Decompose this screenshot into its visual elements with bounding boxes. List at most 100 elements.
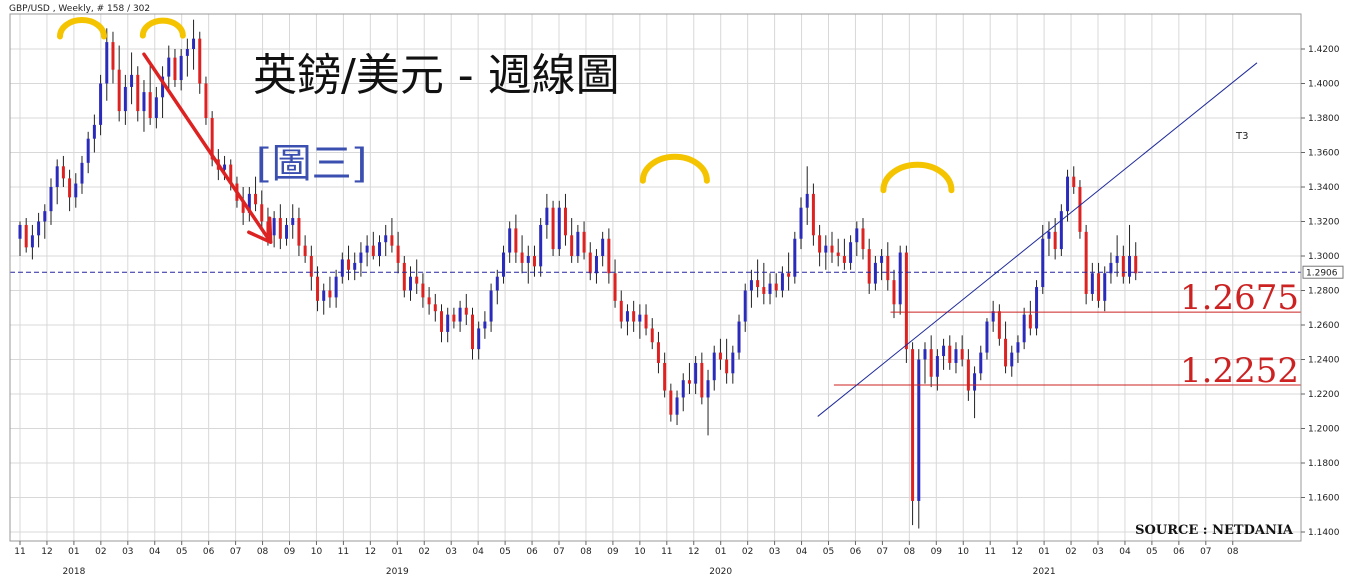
x-month-label: 03: [1092, 547, 1103, 557]
bear-candle: [204, 76, 208, 125]
x-month-label: 10: [958, 547, 970, 557]
candle-body: [241, 200, 245, 213]
candle-body: [74, 183, 78, 198]
bull-candle: [501, 245, 505, 284]
x-month-label: 11: [338, 547, 349, 557]
candle-body: [68, 178, 72, 198]
candle-body: [1128, 256, 1132, 277]
candle-body: [154, 97, 158, 118]
bull-candle: [942, 338, 946, 370]
plot-frame: [9, 13, 1302, 542]
candle-body: [1109, 262, 1113, 274]
candle-body: [985, 321, 989, 353]
bear-candle: [402, 256, 406, 298]
bull-candle: [285, 218, 289, 246]
x-month-label: 03: [769, 547, 780, 557]
bull-candle: [74, 173, 78, 208]
bear-candle: [61, 155, 65, 187]
y-tick-label: 1.4200: [1308, 45, 1340, 55]
candle-body: [142, 92, 146, 112]
bull-candle: [353, 252, 357, 281]
bull-candle: [526, 245, 530, 284]
candle-body: [495, 276, 499, 291]
x-month-label: 03: [122, 547, 133, 557]
candle-body: [873, 262, 877, 284]
candle-body: [1041, 238, 1045, 288]
bull-candle: [1103, 266, 1107, 312]
x-month-label: 11: [14, 547, 25, 557]
candle-body: [731, 352, 735, 374]
bull-candle: [192, 19, 196, 70]
x-month-label: 02: [742, 547, 753, 557]
candle-body: [694, 362, 698, 384]
candle-body: [774, 283, 778, 291]
candle-body: [638, 314, 642, 322]
x-month-label: 07: [230, 547, 241, 557]
bull-candle: [625, 304, 629, 336]
candle-body: [607, 238, 611, 274]
bear-candle: [687, 362, 691, 394]
candle-body: [911, 349, 915, 501]
bull-candle: [824, 235, 828, 270]
bear-candle: [117, 45, 121, 122]
candle-body: [285, 224, 289, 239]
bull-candle: [917, 349, 921, 529]
x-month-label: 08: [257, 547, 269, 557]
candle-body: [725, 359, 729, 374]
bull-candle: [601, 231, 605, 267]
y-tick-label: 1.2200: [1308, 390, 1340, 400]
candle-body: [508, 228, 512, 253]
bull-candle: [167, 45, 171, 91]
x-month-label: 10: [311, 547, 323, 557]
bear-candle: [669, 383, 673, 422]
candle-body: [551, 207, 555, 250]
candle-body: [904, 252, 908, 350]
bear-candle: [1134, 242, 1138, 281]
candle-body: [966, 359, 970, 391]
bull-candle: [340, 252, 344, 284]
candle-body: [198, 38, 202, 84]
bull-candle: [675, 390, 679, 426]
candle-body: [18, 224, 22, 239]
bull-candle: [378, 235, 382, 267]
bear-candle: [663, 352, 667, 398]
y-tick-label: 1.3000: [1308, 252, 1340, 262]
bear-candle: [427, 287, 431, 315]
candle-body: [563, 207, 567, 236]
bull-candle: [880, 249, 884, 281]
support-level-label: 1.2252: [1180, 351, 1299, 391]
candle-body: [929, 349, 933, 377]
candle-body: [309, 256, 313, 277]
candle-body: [185, 49, 189, 56]
candle-body: [105, 42, 109, 84]
candle-body: [409, 276, 413, 291]
candle-body: [204, 83, 208, 118]
x-month-label: 03: [445, 547, 456, 557]
current-price-tag: [1302, 265, 1344, 279]
candle-body: [594, 256, 598, 274]
bull-candle: [539, 218, 543, 277]
top-marker-arc: [880, 161, 955, 194]
x-month-label: 07: [553, 547, 564, 557]
bear-candle: [278, 204, 282, 250]
candle-body: [619, 300, 623, 322]
candle-body: [526, 256, 530, 263]
candle-body: [489, 290, 493, 322]
bear-candle: [1072, 166, 1076, 194]
x-month-label: 06: [203, 547, 215, 557]
bear-candle: [718, 338, 722, 370]
y-tick-label: 1.1600: [1308, 494, 1340, 504]
candle-body: [384, 235, 388, 243]
candle-body: [935, 356, 939, 377]
x-month-label: 02: [1065, 547, 1076, 557]
candle-body: [117, 69, 121, 112]
x-month-label: 01: [392, 547, 403, 557]
candle-body: [756, 280, 760, 288]
candle-body: [818, 235, 822, 253]
bull-candle: [247, 187, 251, 222]
bull-candle: [1010, 345, 1014, 377]
bear-candle: [929, 335, 933, 388]
candle-body: [855, 228, 859, 243]
candle-body: [210, 118, 214, 160]
